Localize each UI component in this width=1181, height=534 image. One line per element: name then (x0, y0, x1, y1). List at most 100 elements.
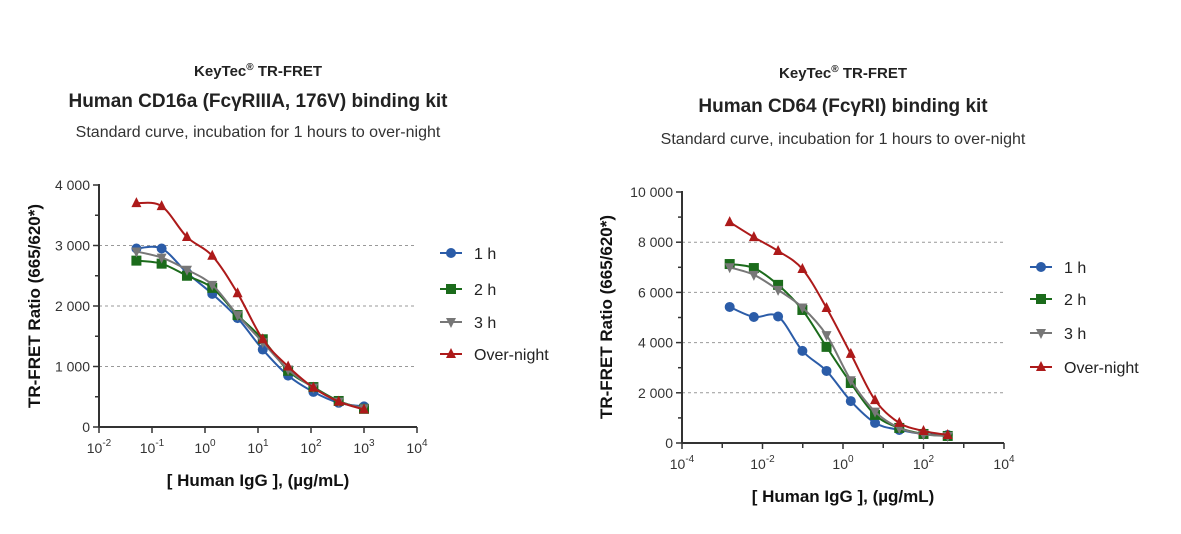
data-point-circle (748, 311, 759, 322)
data-point-triangle-up (308, 381, 319, 392)
x-tick-label: 10-1 (140, 438, 165, 456)
legend-label: Over-night (1064, 360, 1139, 377)
y-tick-label: 10 000 (630, 184, 673, 200)
chart1: 0 1 000 2 000 3 000 4 000 10-2 10-1 100 101 102 10… (25, 177, 549, 490)
series-curve-0 (136, 245, 365, 408)
data-point-triangle-up (131, 197, 142, 208)
data-point-square (748, 263, 759, 274)
x-tick-label: 103 (353, 438, 375, 456)
x-tick-label: 102 (300, 438, 322, 456)
data-point-triangle-up (821, 301, 832, 312)
legend-marker (446, 284, 456, 294)
data-point-triangle-down (845, 376, 856, 387)
data-point-triangle-up (724, 216, 735, 227)
data-point-triangle-down (181, 265, 192, 276)
data-point-triangle-up (894, 416, 905, 427)
chart2-title: Human CD64 (FcγRI) binding kit (698, 96, 988, 117)
data-point-triangle-down (232, 311, 243, 322)
legend-label: 1 h (1064, 260, 1086, 277)
series-curve-3 (729, 221, 948, 436)
data-point-triangle-up (942, 428, 953, 439)
data-point-circle (821, 365, 832, 376)
y-tick-label: 2 000 (55, 298, 90, 314)
data-point-triangle-down (821, 331, 832, 342)
legend-label: 2 h (1064, 292, 1086, 309)
y-tick-label: 6 000 (638, 284, 673, 300)
data-point-triangle-down (748, 270, 759, 281)
data-point-circle (870, 417, 881, 428)
x-tick-label: 104 (993, 454, 1015, 472)
data-point-triangle-up (207, 249, 218, 260)
series-curve-3 (136, 201, 365, 411)
x-tick-label: 101 (247, 438, 269, 456)
y-axis-label: TR-FRET Ratio (665/620*) (25, 204, 44, 408)
data-point-triangle-up (845, 347, 856, 358)
data-point-triangle-up (257, 333, 268, 344)
data-point-triangle-up (283, 360, 294, 371)
y-tick-label: 4 000 (55, 177, 90, 193)
data-point-triangle-up (748, 231, 759, 242)
y-tick-label: 0 (665, 435, 673, 451)
legend-label: 2 h (474, 282, 496, 299)
data-point-square (821, 341, 832, 352)
legend-marker (1036, 294, 1046, 304)
data-point-triangle-down (797, 303, 808, 314)
legend-marker (446, 248, 456, 258)
y-tick-label: 4 000 (638, 335, 673, 351)
x-tick-label: 102 (913, 454, 935, 472)
x-axis-label: [ Human IgG ], (µg/mL) (167, 471, 350, 490)
data-point-triangle-up (156, 200, 167, 211)
data-point-triangle-up (181, 231, 192, 242)
y-tick-label: 0 (82, 419, 90, 435)
chart2-subtitle: Standard curve, incubation for 1 hours t… (660, 131, 1026, 148)
data-point-triangle-down (131, 247, 142, 258)
data-point-circle (845, 396, 856, 407)
data-point-triangle-up (773, 244, 784, 255)
legend-label: 1 h (474, 246, 496, 263)
y-tick-label: 2 000 (638, 385, 673, 401)
y-axis-label: TR-FRET Ratio (665/620*) (597, 215, 616, 419)
legend-marker (1036, 329, 1046, 339)
data-point-square (181, 270, 192, 281)
chart1-brand: KeyTec® TR-FRET (194, 62, 322, 80)
legend-label: Over-night (474, 347, 549, 364)
data-point-triangle-up (333, 395, 344, 406)
data-point-triangle-up (232, 287, 243, 298)
legend-marker (446, 348, 456, 358)
data-point-triangle-down (870, 407, 881, 418)
data-point-triangle-down (156, 253, 167, 264)
data-point-triangle-up (918, 424, 929, 435)
y-tick-label: 3 000 (55, 238, 90, 254)
x-tick-label: 10-2 (87, 438, 112, 456)
data-point-circle (156, 243, 167, 254)
y-tick-label: 1 000 (55, 359, 90, 375)
data-point-circle (773, 311, 784, 322)
chart1-subtitle: Standard curve, incubation for 1 hours t… (75, 124, 441, 141)
data-point-circle (797, 345, 808, 356)
chart2-brand: KeyTec® TR-FRET (779, 64, 907, 82)
x-axis-label: [ Human IgG ], (µg/mL) (752, 487, 935, 506)
legend-label: 3 h (474, 315, 496, 332)
x-tick-label: 104 (406, 438, 428, 456)
series-curve-2 (136, 250, 365, 410)
chart1-title: Human CD16a (FcγRIIIA, 176V) binding kit (68, 91, 448, 112)
x-tick-label: 10-4 (670, 454, 695, 472)
x-tick-label: 100 (832, 454, 854, 472)
data-point-square (773, 279, 784, 290)
legend-marker (446, 318, 456, 328)
y-tick-label: 8 000 (638, 234, 673, 250)
x-tick-label: 100 (194, 438, 216, 456)
x-tick-label: 10-2 (750, 454, 775, 472)
data-point-triangle-up (797, 263, 808, 274)
legend-marker (1036, 262, 1046, 272)
series-curve-2 (729, 266, 948, 437)
data-point-triangle-down (773, 285, 784, 296)
data-point-circle (257, 344, 268, 355)
legend-label: 3 h (1064, 326, 1086, 343)
data-point-triangle-down (724, 263, 735, 274)
chart2: 0 2 000 4 000 6 000 8 000 10 000 10-4 10-2 100 10… (597, 184, 1139, 506)
data-point-triangle-down (207, 280, 218, 291)
data-point-circle (724, 301, 735, 312)
series-curve-0 (729, 306, 948, 436)
